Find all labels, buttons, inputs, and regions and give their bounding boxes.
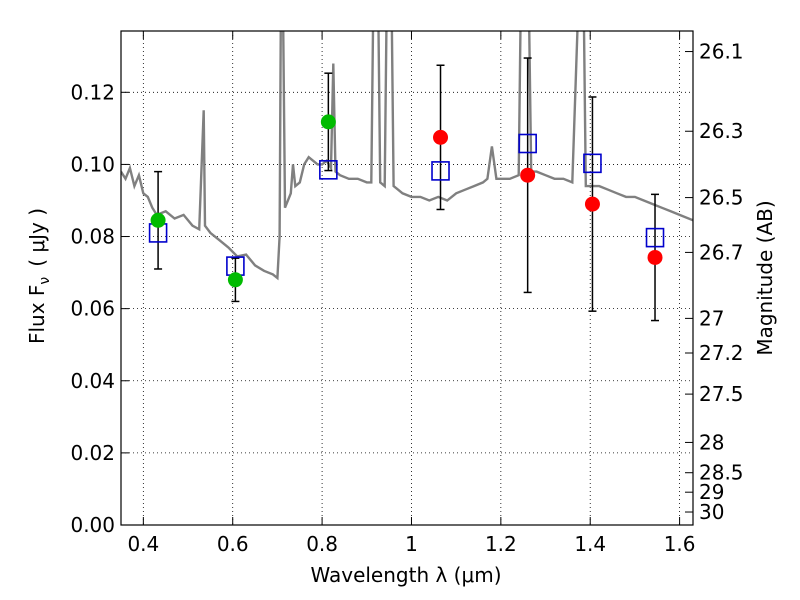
x-tick-label: 0.4 (127, 532, 159, 556)
observed-flux-point (584, 196, 600, 212)
observed-flux-point (227, 272, 243, 288)
x-tick-label: 1.2 (485, 532, 517, 556)
x-axis-title: Wavelength λ (μm) (310, 563, 501, 587)
model-flux-square (431, 161, 450, 181)
magnitude-tick-label: 26.7 (699, 240, 744, 264)
magnitude-tick-label: 28.5 (699, 461, 744, 485)
model-flux-square (583, 153, 602, 174)
model-flux-square (645, 227, 665, 248)
x-axis-ticks: 0.4 0.6 0.8 1 1.2 1.4 1.6 (127, 31, 696, 556)
y-axis-title-subscript: ν (37, 277, 53, 285)
plot-area (121, 31, 693, 322)
x-tick-label: 0.8 (306, 532, 338, 556)
y-tick-label: 0.00 (70, 513, 115, 537)
magnitude-tick-label: 30 (699, 500, 724, 524)
grid-lines (121, 31, 693, 525)
y-axis-title-unit: ( μJy ) (25, 208, 49, 267)
model-flux-square (518, 133, 537, 154)
magnitude-axis-title: Magnitude (AB) (753, 200, 777, 355)
y-tick-label: 0.04 (70, 369, 115, 393)
observed-flux-point (150, 212, 166, 228)
magnitude-tick-label: 26.5 (699, 186, 744, 210)
model-flux-square (319, 160, 338, 180)
magnitude-tick-label: 28 (699, 430, 724, 454)
observed-flux-point (647, 249, 663, 265)
data-markers (148, 114, 665, 288)
y-axis-title: Flux Fν ( μJy ) (25, 208, 53, 344)
magnitude-tick-label: 26.3 (699, 119, 744, 143)
x-tick-label: 1.6 (664, 532, 696, 556)
y-axis-ticks: 0.00 0.02 0.04 0.06 0.08 0.10 0.12 (70, 80, 129, 537)
y-axis-title-main: Flux F (25, 285, 49, 344)
magnitude-tick-label: 29 (699, 480, 724, 504)
magnitude-tick-label: 27.5 (699, 382, 744, 406)
y-tick-label: 0.10 (70, 152, 115, 176)
y-tick-label: 0.02 (70, 441, 115, 465)
observed-flux-point (520, 167, 536, 183)
x-tick-label: 1.4 (574, 532, 606, 556)
magnitude-tick-label: 27 (699, 306, 724, 330)
magnitude-tick-label: 26.1 (699, 40, 744, 64)
magnitude-tick-label: 27.2 (699, 341, 744, 365)
observed-flux-point (433, 129, 449, 145)
observed-flux-point (320, 114, 336, 130)
y-tick-label: 0.06 (70, 297, 115, 321)
template-spectrum-line (121, 31, 693, 281)
x-tick-label: 0.6 (217, 532, 249, 556)
y-tick-label: 0.08 (70, 225, 115, 249)
x-tick-label: 1 (405, 532, 418, 556)
y-tick-label: 0.12 (70, 80, 115, 104)
plot-frame (120, 30, 694, 526)
